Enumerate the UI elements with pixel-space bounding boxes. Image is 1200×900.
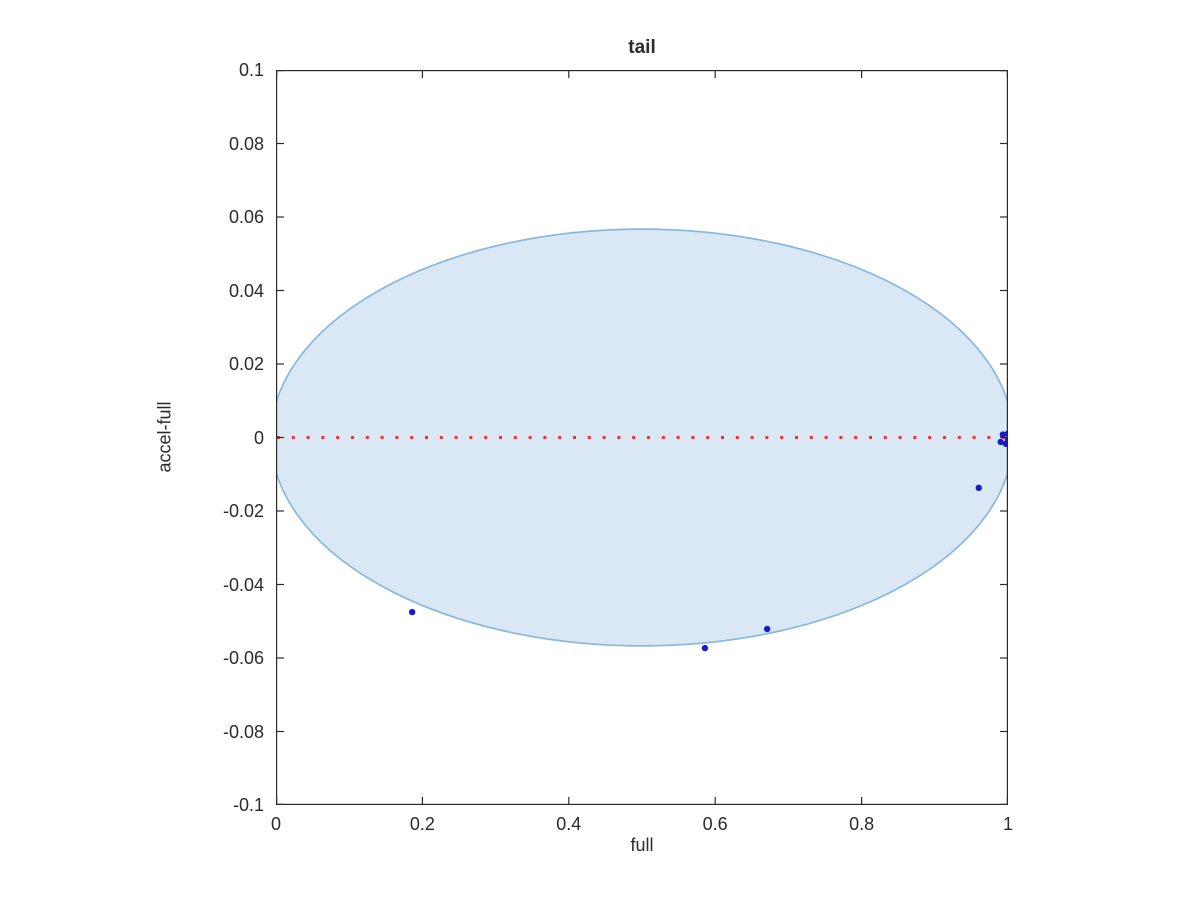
data-point [408,608,416,616]
data-point [975,484,982,492]
data-point [763,625,771,633]
y-tick-label: -0.04 [222,574,264,595]
y-tick-label: 0 [253,427,264,448]
x-tick-label: 0 [270,814,281,834]
x-tick-label: 0.4 [556,814,582,834]
y-tick-label: 0.02 [228,354,264,374]
y-tick-label: -0.08 [222,721,264,742]
y-tick-label: -0.02 [222,501,264,521]
y-tick-label: 0.04 [228,280,264,301]
x-tick-label: 0.6 [702,814,728,834]
data-point [997,438,1004,446]
y-tick-label: -0.1 [232,795,264,815]
data-point [999,431,1007,438]
y-tick-label: 0.06 [228,207,264,227]
y-tick-label: 0.1 [238,60,264,80]
x-tick-label: 1 [1002,814,1013,834]
x-tick-label: 0.2 [409,814,435,834]
y-tick-label: 0.08 [228,133,264,154]
plot-area [276,70,1008,805]
confidence-band-ellipse [276,228,1008,647]
x-tick-label: 0.8 [849,814,875,834]
x-axis-label: full [630,835,654,855]
y-tick-label: -0.06 [222,648,264,668]
chart-title: tail [628,37,656,58]
data-point [701,644,709,652]
